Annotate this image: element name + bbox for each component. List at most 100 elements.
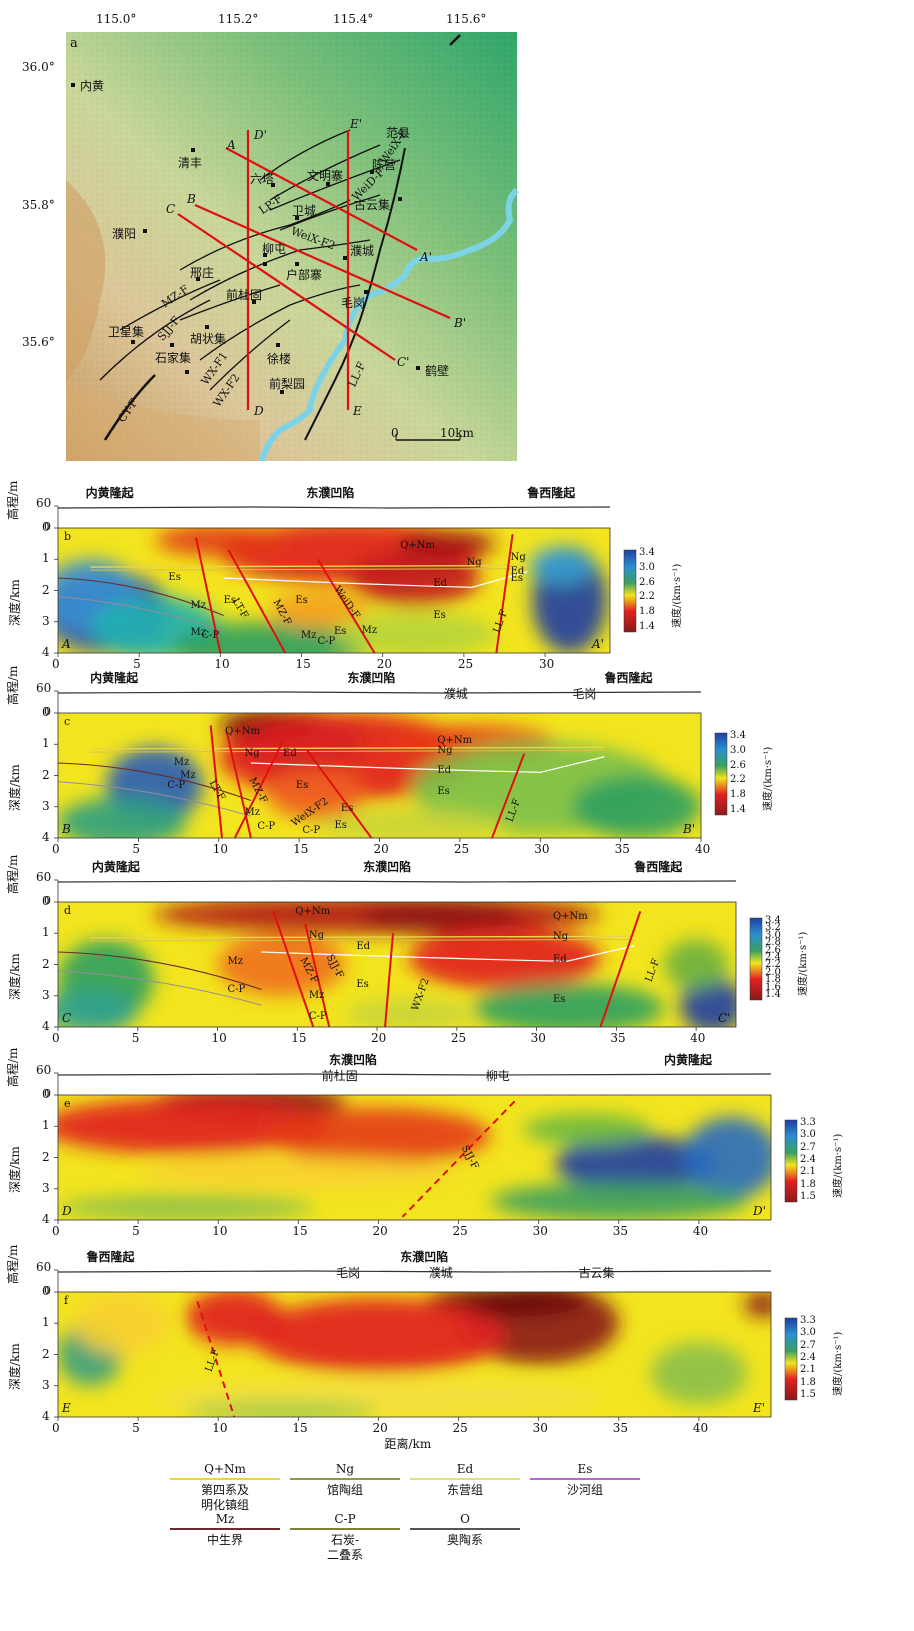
x-tick-label: 0 — [52, 842, 60, 856]
y-tick-label: 0 — [42, 520, 50, 534]
x-tick-label: 35 — [610, 1031, 626, 1045]
elev-zero: 0 — [44, 894, 51, 907]
lat-tick: 35.6° — [22, 335, 55, 349]
legend-name: 奥陶系 — [446, 1533, 483, 1547]
lon-tick: 115.6° — [446, 12, 487, 26]
colorbar-tick: 3.4 — [765, 915, 781, 926]
colorbar-tick: 2.4 — [765, 952, 781, 963]
section-label: Q+Nm — [437, 734, 473, 746]
colorbar-tick: 3.4 — [730, 730, 746, 741]
y-tick-label: 4 — [42, 830, 50, 844]
colorbar — [784, 1119, 798, 1203]
x-tick-label: 5 — [132, 1224, 140, 1238]
place-label: 徐楼 — [267, 352, 292, 366]
colorbar-tick: 1.8 — [730, 789, 746, 801]
profile-start: D — [62, 1204, 72, 1218]
colorbar-label: 速度/(km·s⁻¹) — [833, 1331, 844, 1396]
x-tick-label: 15 — [291, 1031, 307, 1045]
section-label: Es — [552, 993, 566, 1005]
x-tick-label: 15 — [295, 657, 311, 671]
region-title: 东濮凹陷 — [363, 860, 412, 874]
region-title: 内黄隆起 — [91, 860, 140, 874]
region-title: 东濮凹陷 — [328, 1053, 377, 1067]
legend-code: Es — [577, 1462, 593, 1476]
place-label: 古云集 — [354, 198, 391, 212]
profile-start: B — [62, 822, 71, 836]
section-label: Es — [334, 625, 347, 637]
legend-swatch — [530, 1478, 640, 1480]
fault-trace — [491, 753, 526, 838]
place-label: 户部寨 — [286, 268, 323, 282]
elev-zero: 0 — [44, 520, 51, 533]
y-tick-label: 2 — [42, 767, 50, 782]
y-tick-label: 1 — [42, 1118, 50, 1133]
y-tick-label: 4 — [42, 1212, 50, 1226]
section-label: Es — [510, 573, 524, 585]
profile-end: D' — [753, 1204, 766, 1218]
y-tick-label: 2 — [42, 1346, 50, 1361]
legend-name: 石炭- — [330, 1533, 360, 1547]
x-tick-label: 10 — [212, 1224, 228, 1238]
section-label: Mz — [227, 956, 244, 967]
legend-swatch — [170, 1528, 280, 1530]
colorbar-tick: 2.6 — [765, 944, 781, 956]
colorbar-tick: 3.3 — [800, 1315, 816, 1326]
profile-end: E' — [350, 117, 363, 131]
x-tick-label: 5 — [133, 657, 141, 671]
profile-end: A — [227, 138, 236, 152]
profile-end: A' — [592, 637, 604, 651]
colorbar — [714, 732, 728, 816]
lon-tick: 115.2° — [218, 12, 259, 26]
section-label: Mz — [173, 757, 190, 768]
colorbar-tick: 1.8 — [800, 1178, 816, 1190]
place-label: 陈营 — [372, 158, 397, 172]
profile-lines — [177, 130, 451, 410]
colorbar-tick: 3.0 — [800, 1129, 816, 1141]
profile-end: D' — [254, 128, 267, 142]
y-tick-label: 4 — [42, 1019, 50, 1033]
fault-trace — [195, 537, 222, 653]
legend-item: Ed 东营组 — [390, 1462, 540, 1498]
section-label: Q+Nm — [295, 906, 331, 917]
x-tick-label: 40 — [695, 842, 711, 856]
elev-tick: 60 — [36, 1260, 52, 1274]
x-tick-label: 25 — [457, 657, 474, 671]
section-label: Es — [340, 803, 354, 815]
x-tick-label: 40 — [692, 1421, 709, 1435]
legend-code: Mz — [215, 1512, 235, 1526]
x-tick-label: 15 — [293, 842, 309, 856]
colorbar-tick: 3.4 — [639, 547, 655, 558]
section-label: Mz — [300, 629, 317, 641]
elev-tick: 60 — [36, 870, 52, 884]
elev-tick: 60 — [36, 496, 52, 510]
fault-trace — [401, 1100, 516, 1218]
colorbar-tick: 2.6 — [639, 576, 655, 588]
section-label: C-P — [257, 820, 276, 832]
town-label: 前杜固 — [321, 1069, 358, 1083]
place-label: 卫城 — [292, 204, 317, 218]
colorbar-tick: 3.0 — [765, 929, 781, 941]
x-tick-label: 5 — [132, 842, 141, 856]
legend-swatch — [410, 1528, 520, 1530]
map-panel-label: a — [70, 36, 78, 51]
x-tick-label: 25 — [453, 842, 470, 856]
section-label: C-P — [201, 629, 220, 641]
x-tick-label: 0 — [52, 1031, 60, 1045]
profile-end: C — [166, 202, 176, 216]
section-label: C-P — [317, 635, 336, 647]
colorbar-tick: 1.8 — [800, 1376, 816, 1388]
fault-trace — [225, 731, 252, 838]
section-label: Mz — [180, 769, 196, 781]
profile-end: B — [187, 192, 196, 206]
x-tick-label: 5 — [131, 1031, 140, 1045]
elev-tick: 60 — [36, 681, 52, 695]
section-label: Ed — [552, 953, 567, 965]
region-title: 内黄隆起 — [90, 671, 139, 685]
place-label: 石家集 — [155, 351, 192, 365]
place-label: 毛岗 — [341, 296, 366, 310]
colorbar-tick: 2.4 — [800, 1154, 816, 1165]
y-tick-label: 4 — [42, 645, 50, 659]
section-label: Q+Nm — [400, 539, 436, 551]
profile-end: B' — [454, 316, 467, 330]
